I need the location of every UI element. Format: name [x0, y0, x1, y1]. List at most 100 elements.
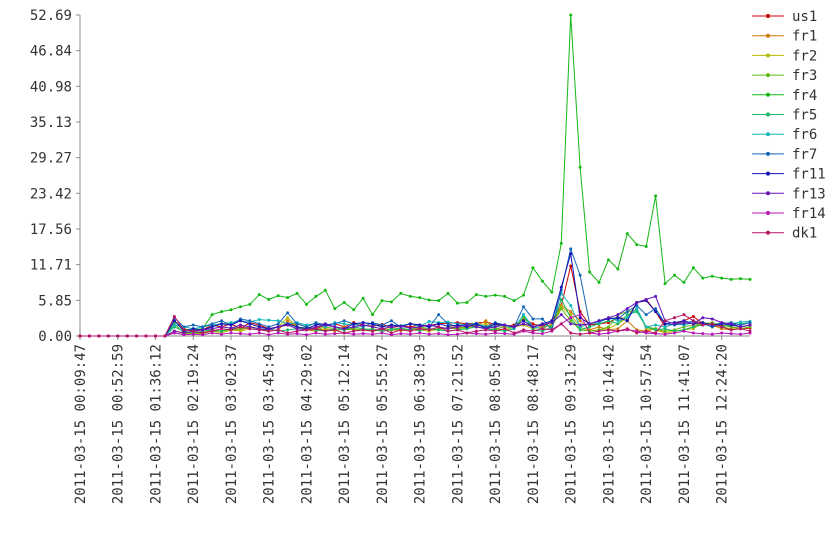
series-line	[80, 14, 751, 337]
data-point	[116, 334, 120, 338]
data-point	[625, 310, 629, 314]
data-point	[635, 307, 639, 311]
data-point	[314, 327, 318, 331]
data-point	[286, 328, 290, 332]
data-point	[229, 321, 233, 325]
data-point	[569, 310, 573, 314]
data-point	[220, 310, 224, 314]
data-point	[569, 316, 573, 320]
series-line	[80, 314, 751, 337]
data-point	[201, 331, 205, 335]
data-point	[691, 325, 695, 329]
data-point	[144, 334, 148, 338]
data-point	[446, 329, 450, 333]
legend-label: fr14	[792, 206, 826, 222]
y-tick-label: 11.71	[30, 258, 72, 274]
data-point	[399, 324, 403, 328]
data-point	[625, 327, 629, 331]
data-point	[220, 319, 224, 323]
data-point	[248, 302, 252, 306]
data-point	[220, 329, 224, 333]
data-point	[682, 321, 686, 325]
data-point	[106, 334, 110, 338]
data-point	[153, 334, 157, 338]
data-point	[267, 318, 271, 322]
data-point	[578, 319, 582, 323]
data-point	[361, 321, 365, 325]
data-point	[503, 327, 507, 331]
x-tick-label: 2011-03-15 08:05:04	[488, 344, 504, 504]
data-point	[474, 322, 478, 326]
data-point	[588, 331, 592, 335]
data-point	[474, 325, 478, 329]
data-point	[512, 325, 516, 329]
data-point	[446, 322, 450, 326]
data-point	[720, 276, 724, 280]
data-point	[597, 325, 601, 329]
data-point	[739, 332, 743, 336]
data-point	[446, 324, 450, 328]
y-tick-label: 5.85	[38, 293, 72, 309]
data-point	[446, 333, 450, 337]
data-point	[748, 321, 752, 325]
data-point	[238, 305, 242, 309]
data-point	[625, 313, 629, 317]
data-point	[663, 319, 667, 323]
data-point	[654, 307, 658, 311]
data-point	[361, 328, 365, 332]
data-point	[323, 329, 327, 333]
x-tick-label: 2011-03-15 00:52:59	[111, 344, 127, 504]
x-tick-label: 2011-03-15 01:36:12	[148, 344, 164, 504]
data-point	[503, 323, 507, 327]
x-tick-label: 2011-03-15 03:45:49	[262, 344, 278, 504]
data-point	[418, 331, 422, 335]
data-point	[437, 328, 441, 332]
data-point	[701, 316, 705, 320]
data-point	[578, 332, 582, 336]
data-point	[597, 319, 601, 323]
data-point	[125, 334, 129, 338]
data-point	[418, 327, 422, 331]
data-point	[210, 313, 214, 317]
data-point	[522, 322, 526, 326]
data-point	[286, 319, 290, 323]
data-point	[701, 323, 705, 327]
data-point	[257, 328, 261, 332]
data-point	[644, 325, 648, 329]
data-point	[361, 332, 365, 336]
legend-label: us1	[792, 9, 817, 25]
data-point	[493, 322, 497, 326]
data-point	[304, 333, 308, 337]
data-point	[238, 332, 242, 336]
data-point	[493, 293, 497, 297]
data-point	[691, 319, 695, 323]
data-point	[484, 319, 488, 323]
data-point	[437, 313, 441, 317]
data-point	[531, 325, 535, 329]
data-point	[578, 328, 582, 332]
data-point	[267, 329, 271, 333]
data-point	[616, 322, 620, 326]
data-point	[729, 277, 733, 281]
data-point	[172, 331, 176, 335]
data-point	[220, 332, 224, 336]
data-point	[371, 313, 375, 317]
data-point	[389, 325, 393, 329]
data-point	[172, 323, 176, 327]
data-point	[399, 332, 403, 336]
data-point	[408, 326, 412, 330]
data-point	[673, 273, 677, 277]
data-point	[559, 307, 563, 311]
data-point	[276, 328, 280, 332]
data-point	[342, 327, 346, 331]
data-point	[606, 328, 610, 332]
data-point	[389, 319, 393, 323]
data-point	[210, 322, 214, 326]
data-point	[569, 331, 573, 335]
data-point	[512, 331, 516, 335]
data-point	[257, 331, 261, 335]
data-point	[739, 327, 743, 331]
data-point	[625, 307, 629, 311]
legend-dot	[766, 230, 770, 235]
data-point	[371, 322, 375, 326]
